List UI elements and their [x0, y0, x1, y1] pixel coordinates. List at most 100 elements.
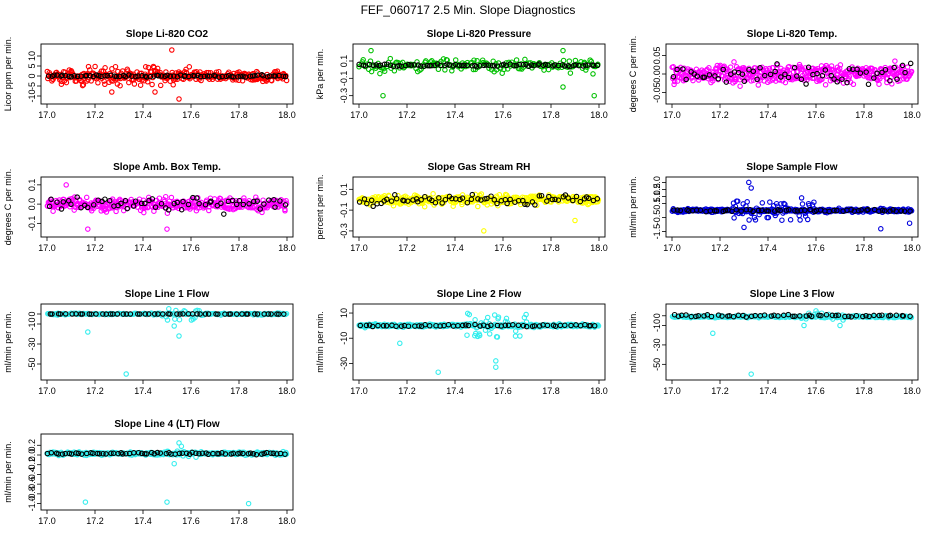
point: [71, 207, 77, 213]
point: [168, 194, 175, 201]
point-selected: [863, 312, 869, 319]
point-selected: [577, 198, 584, 205]
x-tick-label: 17.6: [807, 243, 825, 253]
data-points: [356, 191, 602, 234]
panel-title: Slope Amb. Box Temp.: [113, 162, 221, 173]
point-selected: [375, 322, 381, 329]
point-selected: [855, 207, 862, 214]
point-selected: [194, 195, 200, 201]
point-selected: [755, 207, 762, 214]
point-selected: [582, 62, 589, 68]
point: [771, 210, 778, 216]
point-selected: [258, 451, 265, 457]
point-selected: [96, 450, 103, 457]
point-outlier: [813, 308, 819, 314]
point-selected: [798, 76, 805, 83]
point: [112, 63, 119, 70]
point-selected: [132, 198, 139, 204]
x-tick-label: 17.0: [663, 110, 681, 120]
point-selected: [180, 198, 186, 205]
point: [283, 310, 290, 317]
point-selected: [421, 63, 427, 69]
y-tick-label: -30: [652, 338, 662, 351]
point-selected: [59, 72, 65, 79]
point-selected: [507, 196, 513, 203]
point: [850, 81, 857, 88]
data-points: [45, 306, 290, 377]
point-selected: [268, 450, 274, 456]
panel-4: Slope Amb. Box Temp. 17.0 17.2 17.4 17.6 17.8…: [3, 162, 296, 253]
point: [744, 199, 750, 205]
point-selected: [814, 70, 820, 77]
point-selected: [75, 450, 82, 457]
point: [737, 83, 743, 89]
point-selected: [549, 196, 556, 203]
point-selected: [167, 73, 174, 80]
y-tick-label: -10: [27, 317, 37, 330]
point-selected: [405, 323, 412, 329]
y-axis-label: degrees C per min.: [628, 36, 638, 113]
point-selected: [484, 195, 490, 202]
y-axis-label: ml/min per min.: [315, 311, 325, 373]
x-tick-label: 17.6: [182, 110, 200, 120]
point-selected: [701, 74, 708, 80]
point-selected: [848, 206, 854, 213]
point: [472, 317, 478, 323]
point-selected: [432, 199, 439, 206]
point-selected: [237, 450, 243, 456]
x-tick-label: 17.2: [398, 110, 416, 120]
point: [731, 59, 737, 65]
point: [495, 314, 502, 320]
x-tick-label: 17.4: [759, 110, 777, 120]
point-selected: [149, 196, 156, 202]
x-tick-label: 17.6: [494, 243, 512, 253]
point: [149, 81, 155, 88]
point-selected: [494, 322, 501, 329]
point-selected: [381, 61, 388, 68]
point-selected: [561, 63, 568, 69]
point-selected: [510, 322, 516, 328]
point: [172, 316, 178, 322]
point-outlier: [63, 182, 69, 188]
point: [136, 76, 143, 83]
x-tick-label: 17.2: [398, 386, 416, 396]
point-selected: [408, 62, 415, 68]
point-selected: [357, 322, 364, 329]
point-selected: [713, 208, 720, 214]
panel-title: Slope Line 1 Flow: [125, 289, 210, 300]
point-selected: [107, 311, 114, 317]
point-selected: [212, 73, 219, 79]
x-tick-label: 18.0: [590, 110, 608, 120]
y-tick-label: -0.3: [339, 223, 349, 239]
y-tick-label: 0.1: [339, 183, 349, 196]
point-selected: [591, 323, 598, 329]
point-selected: [225, 72, 232, 79]
point-selected: [485, 62, 492, 68]
point: [390, 202, 397, 209]
x-tick-label: 17.8: [230, 386, 248, 396]
x-tick-label: 17.0: [38, 516, 56, 526]
point: [779, 217, 785, 223]
point-selected: [502, 322, 509, 329]
point: [423, 58, 429, 64]
point-selected: [363, 322, 370, 329]
point-selected: [891, 64, 897, 71]
point: [587, 57, 593, 63]
point: [517, 333, 523, 339]
point-selected: [829, 312, 836, 319]
point-selected: [405, 61, 412, 68]
plot-frame: [352, 176, 606, 238]
point-selected: [180, 311, 186, 317]
point-outlier: [837, 322, 843, 329]
point-selected: [762, 72, 768, 79]
point-selected: [165, 207, 172, 213]
point-outlier: [741, 224, 747, 231]
y-tick-label: -1.5: [652, 224, 662, 240]
x-tick-label: 17.0: [350, 243, 368, 253]
point-selected: [281, 311, 287, 317]
point-outlier: [572, 217, 578, 224]
point-selected: [881, 208, 888, 214]
point-selected: [418, 63, 424, 69]
point-selected: [465, 322, 472, 329]
point: [755, 82, 762, 88]
